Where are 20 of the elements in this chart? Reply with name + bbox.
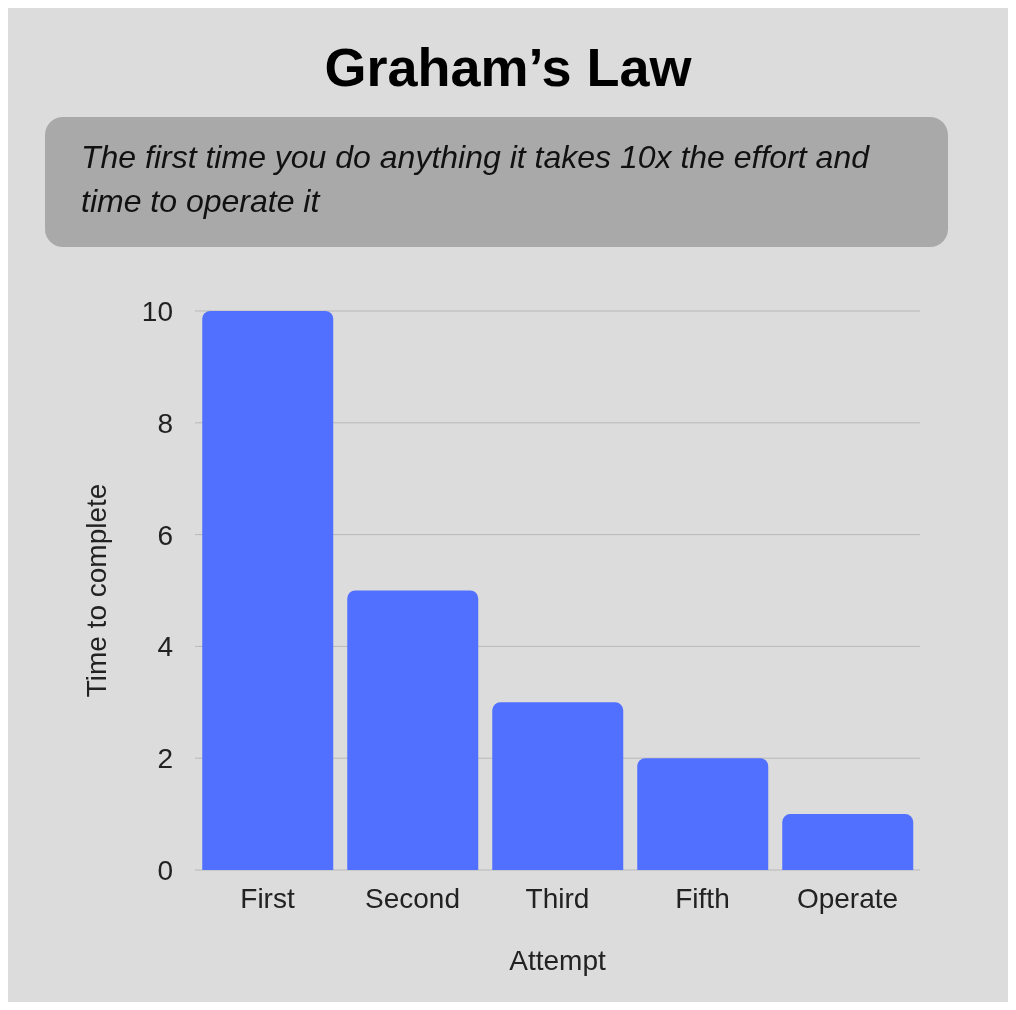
y-tick-label: 0 bbox=[157, 854, 173, 886]
x-axis-title: Attempt bbox=[509, 945, 606, 976]
x-tick-label: Third bbox=[525, 882, 590, 914]
y-tick-label: 10 bbox=[141, 295, 173, 327]
bar bbox=[492, 702, 624, 870]
y-tick-label: 4 bbox=[157, 631, 173, 663]
bar bbox=[782, 814, 914, 870]
x-tick-label: Second bbox=[365, 882, 460, 914]
x-tick-label: First bbox=[240, 882, 295, 914]
x-tick-label: Operate bbox=[796, 882, 899, 914]
x-tick-label: Fifth bbox=[675, 882, 730, 914]
y-axis-title: Time to complete bbox=[80, 483, 112, 698]
y-tick-label: 8 bbox=[157, 407, 173, 439]
bar bbox=[347, 590, 479, 870]
chart-subtitle: The first time you do anything it takes 10x the effort and time to operate it bbox=[45, 117, 948, 247]
y-tick-label: 6 bbox=[157, 519, 173, 551]
bar bbox=[202, 311, 334, 870]
y-tick-label: 2 bbox=[157, 743, 173, 775]
bar bbox=[637, 758, 769, 870]
chart-title: Graham’s Law bbox=[323, 36, 693, 98]
